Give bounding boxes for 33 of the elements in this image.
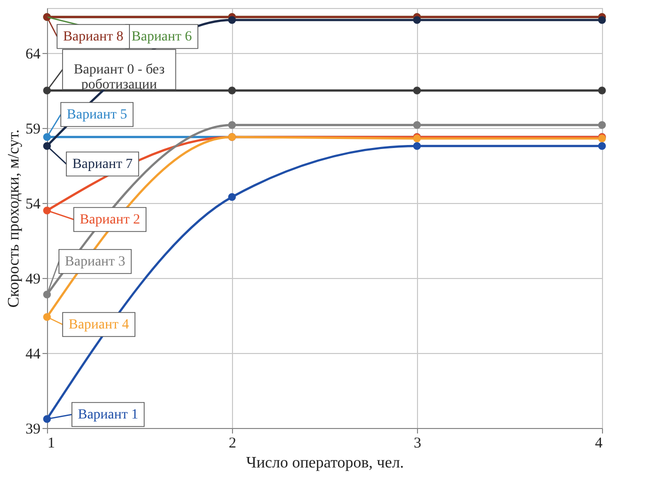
y-tick-label: 59 (26, 122, 40, 138)
point (598, 86, 606, 94)
legend-label: Вариант 1 (78, 408, 138, 422)
series-label: Вариант 3 (64, 254, 126, 270)
legend-label: Вариант 2 (80, 212, 140, 228)
point (228, 16, 236, 24)
point (598, 142, 606, 150)
series-label: Вариант 6 (132, 30, 192, 44)
x-tick-label: 4 (595, 436, 603, 452)
y-tick-label: 49 (26, 272, 40, 288)
series-label: Вариант 8 (63, 30, 124, 44)
point (228, 121, 236, 129)
legend-label: Вариант 7 (72, 157, 133, 172)
legend-label: Вариант 0 - без роботизации (74, 62, 166, 92)
series-label: Вариант 5 (66, 108, 128, 122)
point (413, 86, 421, 94)
legend-label: Вариант 4 (68, 318, 129, 332)
point (228, 86, 236, 94)
x-tick-label: 3 (414, 436, 422, 452)
y-tick-label: 54 (26, 196, 41, 212)
point (413, 16, 421, 24)
y-tick-label: 44 (26, 346, 41, 362)
x-axis-title: Число операторов, чел. (246, 454, 404, 472)
x-tick-label: 2 (228, 436, 236, 452)
y-axis-title: Скорость проходки, м/сут. (6, 129, 22, 308)
point (413, 142, 421, 150)
point (598, 16, 606, 24)
point (228, 193, 236, 201)
y-tick-label: 64 (26, 46, 41, 62)
point (598, 121, 606, 129)
y-tick-label: 39 (26, 422, 40, 438)
x-tick-label: 1 (48, 436, 55, 452)
point (413, 121, 421, 129)
